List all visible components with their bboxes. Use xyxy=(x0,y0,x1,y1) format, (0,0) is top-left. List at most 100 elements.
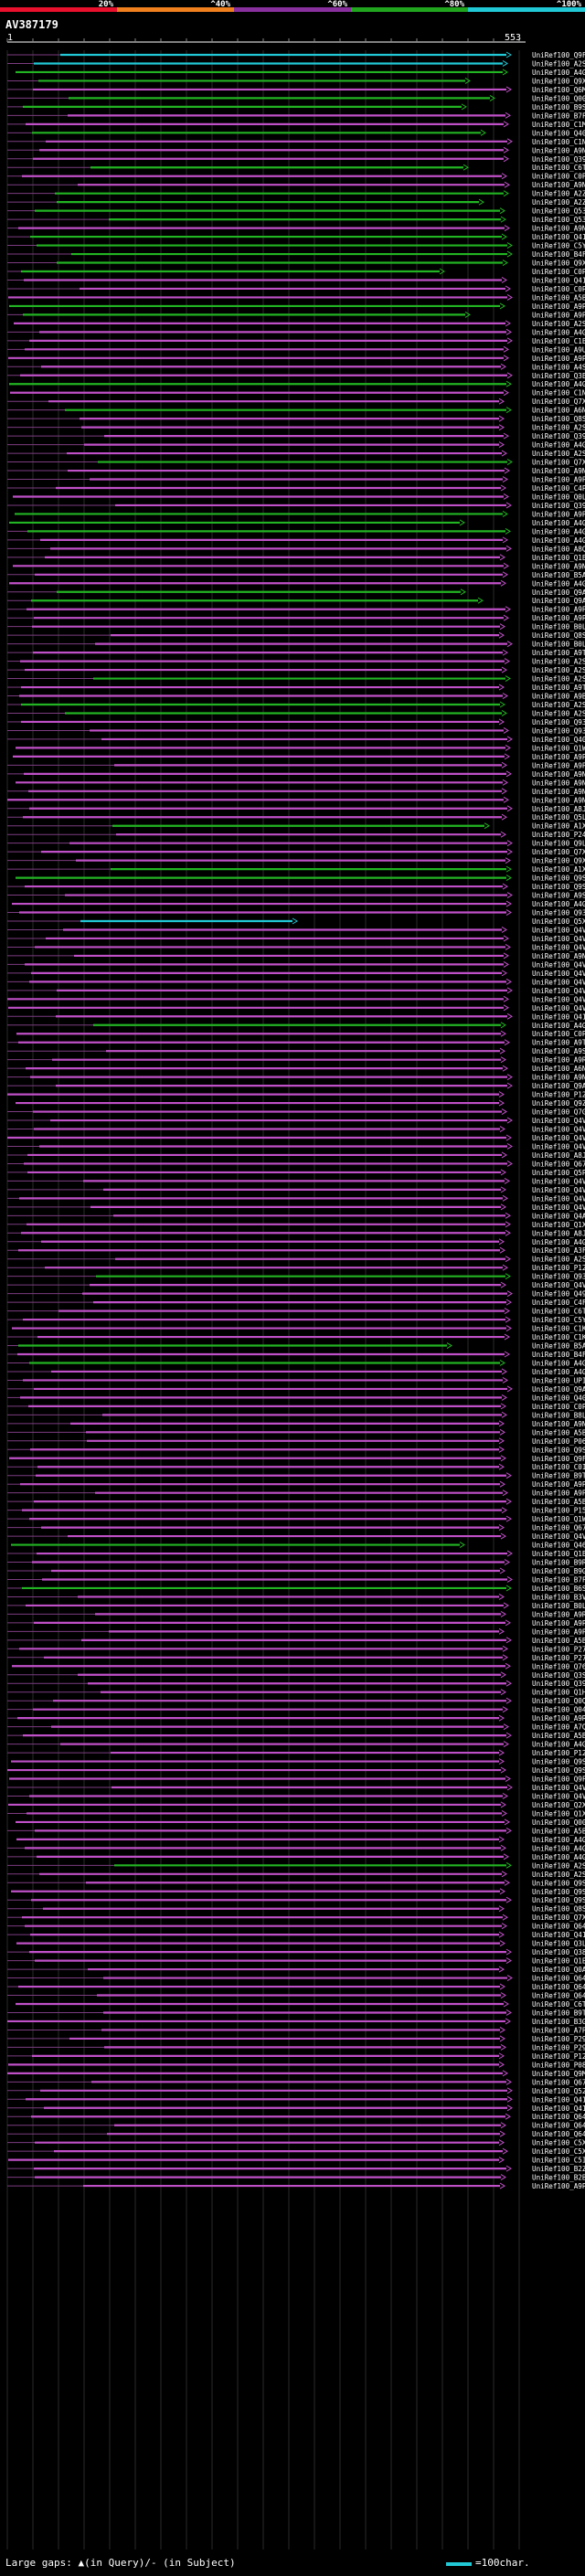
hit-label[interactable]: UniRef100_A9SGM1 xyxy=(532,892,585,900)
hit-row[interactable]: UniRef100_A2Z0C1 xyxy=(7,190,585,198)
hit-label[interactable]: UniRef100_Q9FFP6 xyxy=(532,1776,585,1784)
hit-label[interactable]: UniRef100_A9U5B1 xyxy=(532,345,585,354)
hit-label[interactable]: UniRef100_Q3S942 xyxy=(532,1671,585,1680)
hit-row[interactable]: UniRef100_A2SY47 xyxy=(7,658,585,666)
hit-label[interactable]: UniRef100_B9T1G7 xyxy=(532,1472,585,1480)
hit-label[interactable]: UniRef100_Q64450 xyxy=(532,2113,585,2121)
hit-label[interactable]: UniRef100_C0PQV4 xyxy=(532,1403,585,1411)
hit-label[interactable]: UniRef100_A8QJP9 xyxy=(532,545,585,553)
hit-label[interactable]: UniRef100_A2SY43 xyxy=(532,1861,585,1870)
hit-label[interactable]: UniRef100_P27497 xyxy=(532,1645,585,1653)
hit-label[interactable]: UniRef100_A9PFQ2 xyxy=(532,2182,585,2190)
hit-label[interactable]: UniRef100_Q4A1P5 xyxy=(532,1212,585,1220)
hit-row[interactable]: UniRef100_Q93VE0 xyxy=(7,726,585,735)
hit-label[interactable]: UniRef100_A2SY36 xyxy=(532,666,585,674)
hit-row[interactable]: UniRef100_Q9AOF6 xyxy=(7,588,585,597)
hit-label[interactable]: UniRef100_A5B6B6 xyxy=(532,1637,585,1645)
hit-label[interactable]: UniRef100_Q41746 xyxy=(532,276,585,284)
hit-label[interactable]: UniRef100_Q9XF89 xyxy=(532,77,585,85)
hit-row[interactable]: UniRef100_Q41746 xyxy=(7,276,585,284)
hit-row[interactable]: UniRef100_Q4V6Y9 xyxy=(7,1281,585,1289)
hit-row[interactable]: UniRef100_Q9AWE9 xyxy=(7,1385,585,1394)
hit-row[interactable]: UniRef100_P06671 xyxy=(7,1437,585,1446)
hit-label[interactable]: UniRef100_Q41234 xyxy=(532,1012,585,1021)
hit-row[interactable]: UniRef100_Q04887 xyxy=(7,1706,585,1714)
hit-row[interactable]: UniRef100_B3VN37 xyxy=(7,1593,585,1601)
hit-label[interactable]: UniRef100_Q53N81 xyxy=(532,216,585,224)
hit-label[interactable]: UniRef100_Q8S379 xyxy=(532,415,585,423)
hit-row[interactable]: UniRef100_C4P6Y3 xyxy=(7,484,585,493)
hit-row[interactable]: UniRef100_Q9FEK6 xyxy=(7,51,585,59)
hit-row[interactable]: UniRef100_A7PJV3 xyxy=(7,2026,585,2034)
hit-label[interactable]: UniRef100_Q93WL4 xyxy=(532,718,585,726)
hit-row[interactable]: UniRef100_Q9XF90 xyxy=(7,260,585,268)
hit-label[interactable]: UniRef100_Q7XVD7 xyxy=(532,848,585,856)
hit-label[interactable]: UniRef100_Q677D0 xyxy=(532,1524,585,1532)
hit-row[interactable]: UniRef100_B2ZBS4 xyxy=(7,2165,585,2173)
hit-row[interactable]: UniRef100_Q41234 xyxy=(7,1012,585,1021)
hit-label[interactable]: UniRef100_A9RBQ3 xyxy=(532,1056,585,1065)
hit-row[interactable]: UniRef100_Q4A1P5 xyxy=(7,1212,585,1220)
hit-row[interactable]: UniRef100_P12329 xyxy=(7,1264,585,1272)
hit-row[interactable]: UniRef100_C5YVW8 xyxy=(7,1316,585,1324)
hit-label[interactable]: UniRef100_A9P207 xyxy=(532,753,585,761)
hit-row[interactable]: UniRef100_Q8S379 xyxy=(7,415,585,423)
hit-label[interactable]: UniRef100_A5BF82 xyxy=(532,1827,585,1835)
hit-row[interactable]: UniRef100_Q4V5Z2 xyxy=(7,1117,585,1125)
hit-row[interactable]: UniRef100_Q677H0 xyxy=(7,1160,585,1168)
hit-label[interactable]: UniRef100_A7PJV3 xyxy=(532,2026,585,2034)
hit-row[interactable]: UniRef100_Q40961 xyxy=(7,1394,585,1402)
hit-row[interactable]: UniRef100_Q9SQB3 xyxy=(7,1446,585,1454)
hit-label[interactable]: UniRef100_Q9FEK6 xyxy=(532,51,585,59)
hit-row[interactable]: UniRef100_Q39768 xyxy=(7,1680,585,1688)
hit-label[interactable]: UniRef100_C1K5B9 xyxy=(532,1325,585,1333)
hit-row[interactable]: UniRef100_Q4V934 xyxy=(7,1792,585,1800)
hit-label[interactable]: UniRef100_A9PGZ3 xyxy=(532,311,585,319)
hit-label[interactable]: UniRef100_Q41422 xyxy=(532,1931,585,1939)
hit-label[interactable]: UniRef100_P12332 xyxy=(532,1749,585,1757)
hit-row[interactable]: UniRef100_A4GPK1 xyxy=(16,1836,585,1844)
hit-label[interactable]: UniRef100_B3GD64 xyxy=(532,2018,585,2026)
hit-label[interactable]: UniRef100_B9TDC1 xyxy=(532,2009,585,2017)
hit-label[interactable]: UniRef100_A7QQL7 xyxy=(532,1723,585,1732)
hit-row[interactable]: UniRef100_C0IPS1 xyxy=(7,1463,585,1471)
hit-label[interactable]: UniRef100_Q9M600 xyxy=(532,2070,585,2078)
hit-label[interactable]: UniRef100_Q5XNB2 xyxy=(532,917,585,926)
hit-row[interactable]: UniRef100_Q4V761 xyxy=(7,970,585,978)
hit-label[interactable]: UniRef100_B8LPT5 xyxy=(532,1411,585,1419)
hit-label[interactable]: UniRef100_Q64445 xyxy=(532,1983,585,1991)
hit-label[interactable]: UniRef100_A2SY49 xyxy=(532,675,585,684)
hit-label[interactable]: UniRef100_P15194 xyxy=(532,1507,585,1515)
hit-label[interactable]: UniRef100_A9B0J0 xyxy=(532,693,585,701)
hit-label[interactable]: UniRef100_Q677H0 xyxy=(532,1160,585,1168)
hit-row[interactable]: UniRef100_A2SY44 xyxy=(7,709,585,717)
hit-row[interactable]: UniRef100_C1K5B9 xyxy=(12,1325,585,1333)
hit-row[interactable]: UniRef100_Q39725 xyxy=(7,502,585,510)
hit-label[interactable]: UniRef100_A9NPG5 xyxy=(532,467,585,475)
hit-row[interactable]: UniRef100_Q2XTE0 xyxy=(8,1801,585,1809)
hit-row[interactable]: UniRef100_Q677H7 xyxy=(7,2078,585,2086)
hit-row[interactable]: UniRef100_A4GPK8 xyxy=(7,1741,585,1749)
hit-row[interactable]: UniRef100_UPI000... xyxy=(7,1376,585,1384)
hit-label[interactable]: UniRef100_B0LOY1 xyxy=(532,1602,585,1610)
hit-label[interactable]: UniRef100_A4GPK6 xyxy=(532,1368,585,1376)
hit-row[interactable]: UniRef100_Q0QJ97 xyxy=(7,1697,585,1705)
hit-label[interactable]: UniRef100_P29196 xyxy=(532,2035,585,2043)
hit-row[interactable]: UniRef100_B5AA14 xyxy=(7,571,585,579)
hit-label[interactable]: UniRef100_A9TL35 xyxy=(532,684,585,692)
hit-label[interactable]: UniRef100_A9NK15 xyxy=(532,952,585,960)
hit-label[interactable]: UniRef100_A4GPN3 xyxy=(532,380,585,388)
hit-row[interactable]: UniRef100_Q4V768 xyxy=(7,935,585,943)
hit-label[interactable]: UniRef100_Q1WHD9 xyxy=(532,1515,585,1523)
hit-label[interactable]: UniRef100_Q1EPK5 xyxy=(532,554,585,562)
hit-row[interactable]: UniRef100_A4GPM5 xyxy=(7,328,585,336)
hit-label[interactable]: UniRef100_Q9SQB3 xyxy=(532,1446,585,1454)
hit-label[interactable]: UniRef100_A4GPN8 xyxy=(532,527,585,535)
hit-label[interactable]: UniRef100_C0PMK2 xyxy=(532,285,585,293)
hit-label[interactable]: UniRef100_C1E7T4 xyxy=(532,337,585,345)
hit-label[interactable]: UniRef100_A2SY33 xyxy=(532,424,585,432)
hit-label[interactable]: UniRef100_A5BA14 xyxy=(532,1428,585,1436)
hit-label[interactable]: UniRef100_A2S4ZS xyxy=(532,320,585,328)
hit-row[interactable]: UniRef100_A9NX32 xyxy=(13,562,585,570)
hit-label[interactable]: UniRef100_C1N5C9 xyxy=(532,138,585,146)
